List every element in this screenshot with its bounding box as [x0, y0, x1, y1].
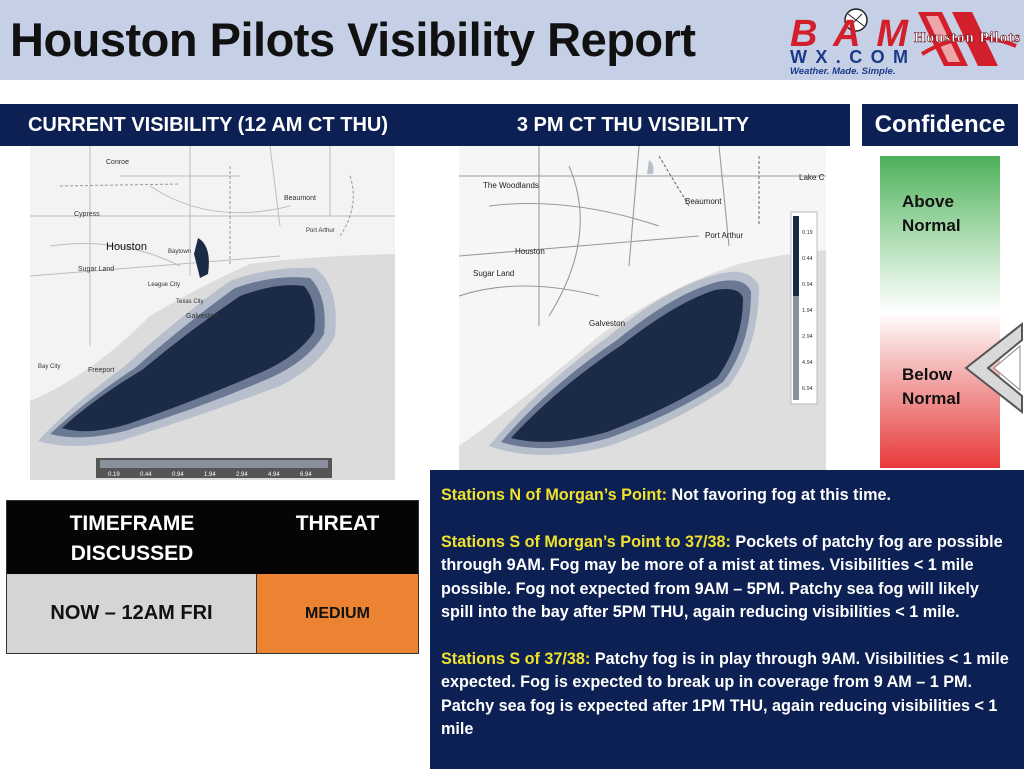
station-text: Patchy fog is in play through 9AM. Visib…: [441, 649, 1009, 739]
map2-label-beaumont: Beaumont: [685, 197, 722, 206]
station-name: Stations S of Morgan’s Point to 37/38:: [441, 532, 731, 551]
map1-label-beaumont: Beaumont: [284, 195, 316, 202]
map1-label-cypress: Cypress: [74, 211, 100, 218]
forecast-fog-core: [511, 289, 743, 442]
map1-legend-0: 0.19: [108, 472, 120, 478]
map2-label-the-woodlands: The Woodlands: [483, 181, 539, 190]
houston-pilots-logo: Houston Pilots: [914, 12, 1020, 66]
map1-label-bay-city: Bay City: [38, 364, 60, 370]
discussion-paragraph: Stations N of Morgan’s Point: Not favori…: [441, 484, 1014, 508]
map2-label-houston: Houston: [515, 247, 545, 256]
map2-legend-2: 0.94: [802, 282, 813, 288]
confidence-heading: Confidence: [862, 104, 1018, 146]
map1-label-league-city: League City: [148, 282, 180, 288]
map2-legend-5: 4.94: [802, 360, 813, 366]
map2-legend-6: 6.94: [802, 386, 813, 392]
map1-legend-2: 0.94: [172, 472, 184, 478]
threat-table: TIMEFRAME DISCUSSED THREAT NOW – 12AM FR…: [6, 500, 419, 654]
bam-wx-logo: BAM WX.COM Weather. Made. Simple.: [790, 8, 909, 76]
station-discussion-panel: Stations N of Morgan’s Point: Not favori…: [430, 470, 1024, 769]
map1-label-baytown: Baytown: [168, 249, 191, 255]
threat-column-header: THREAT: [295, 512, 380, 535]
current-visibility-heading: CURRENT VISIBILITY (12 AM CT THU): [0, 104, 416, 146]
map2-legend-3: 1.94: [802, 308, 813, 314]
bam-logo-tagline: Weather. Made. Simple.: [790, 66, 895, 76]
bam-logo-bottom: WX.COM: [790, 47, 908, 67]
confidence-above-label: Above Normal: [902, 192, 961, 235]
confidence-gradient-bar: [880, 156, 1000, 468]
map1-label-texas-city: Texas City: [176, 299, 204, 305]
confidence-below-label: Below Normal: [902, 365, 961, 408]
map2-label-galveston: Galveston: [589, 319, 625, 328]
map2-label-port-arthur: Port Arthur: [705, 231, 744, 240]
houston-pilots-logo-text: Houston Pilots: [914, 30, 1020, 46]
map1-legend-4: 2.94: [236, 472, 248, 478]
map1-label-sugar-land: Sugar Land: [78, 266, 114, 273]
threat-table-header: TIMEFRAME DISCUSSED THREAT: [7, 501, 418, 574]
map1-legend-5: 4.94: [268, 472, 280, 478]
bam-logo-top: BAM: [790, 13, 909, 55]
discussion-paragraph: Stations S of 37/38: Patchy fog is in pl…: [441, 648, 1014, 742]
station-name: Stations S of 37/38:: [441, 649, 591, 668]
threat-level-cell: MEDIUM: [257, 574, 418, 653]
map2-legend-0: 0.19: [802, 230, 813, 236]
header-band: Houston Pilots Visibility Report BAM WX.…: [0, 0, 1024, 80]
map2-label-sugar-land: Sugar Land: [473, 269, 514, 278]
map1-legend-6: 6.94: [300, 472, 312, 478]
map1-label-freeport: Freeport: [88, 367, 115, 374]
forecast-visibility-heading: 3 PM CT THU VISIBILITY: [416, 104, 850, 146]
map1-label-port-arthur: Port Arthur: [306, 228, 335, 234]
timeframe-column-header: TIMEFRAME DISCUSSED: [69, 512, 195, 565]
current-visibility-map: Conroe Cypress Houston Baytown Beaumont …: [30, 146, 395, 480]
map2-legend-4: 2.94: [802, 334, 813, 340]
station-text: Not favoring fog at this time.: [667, 486, 891, 504]
current-fog-core: [62, 285, 315, 432]
map2-label-lake-c: Lake C: [799, 173, 825, 182]
map1-label-galveston: Galveston: [186, 313, 218, 320]
map1-legend-1: 0.44: [140, 472, 152, 478]
station-text: Pockets of patchy fog are possible throu…: [441, 532, 1003, 622]
map1-label-conroe: Conroe: [106, 159, 129, 166]
discussion-paragraph: Stations S of Morgan’s Point to 37/38: P…: [441, 531, 1014, 625]
map2-legend-1: 0.44: [802, 256, 813, 262]
station-name: Stations N of Morgan’s Point:: [441, 486, 668, 504]
confidence-indicator-arrow: [964, 322, 1023, 414]
map1-label-houston: Houston: [106, 241, 147, 253]
timeframe-cell: NOW – 12AM FRI: [7, 574, 257, 653]
map1-legend-3: 1.94: [204, 472, 216, 478]
forecast-visibility-map: 0.19 0.44 0.94 1.94 2.94 4.94 6.94 The W…: [459, 146, 826, 470]
page-title: Houston Pilots Visibility Report: [10, 13, 696, 66]
